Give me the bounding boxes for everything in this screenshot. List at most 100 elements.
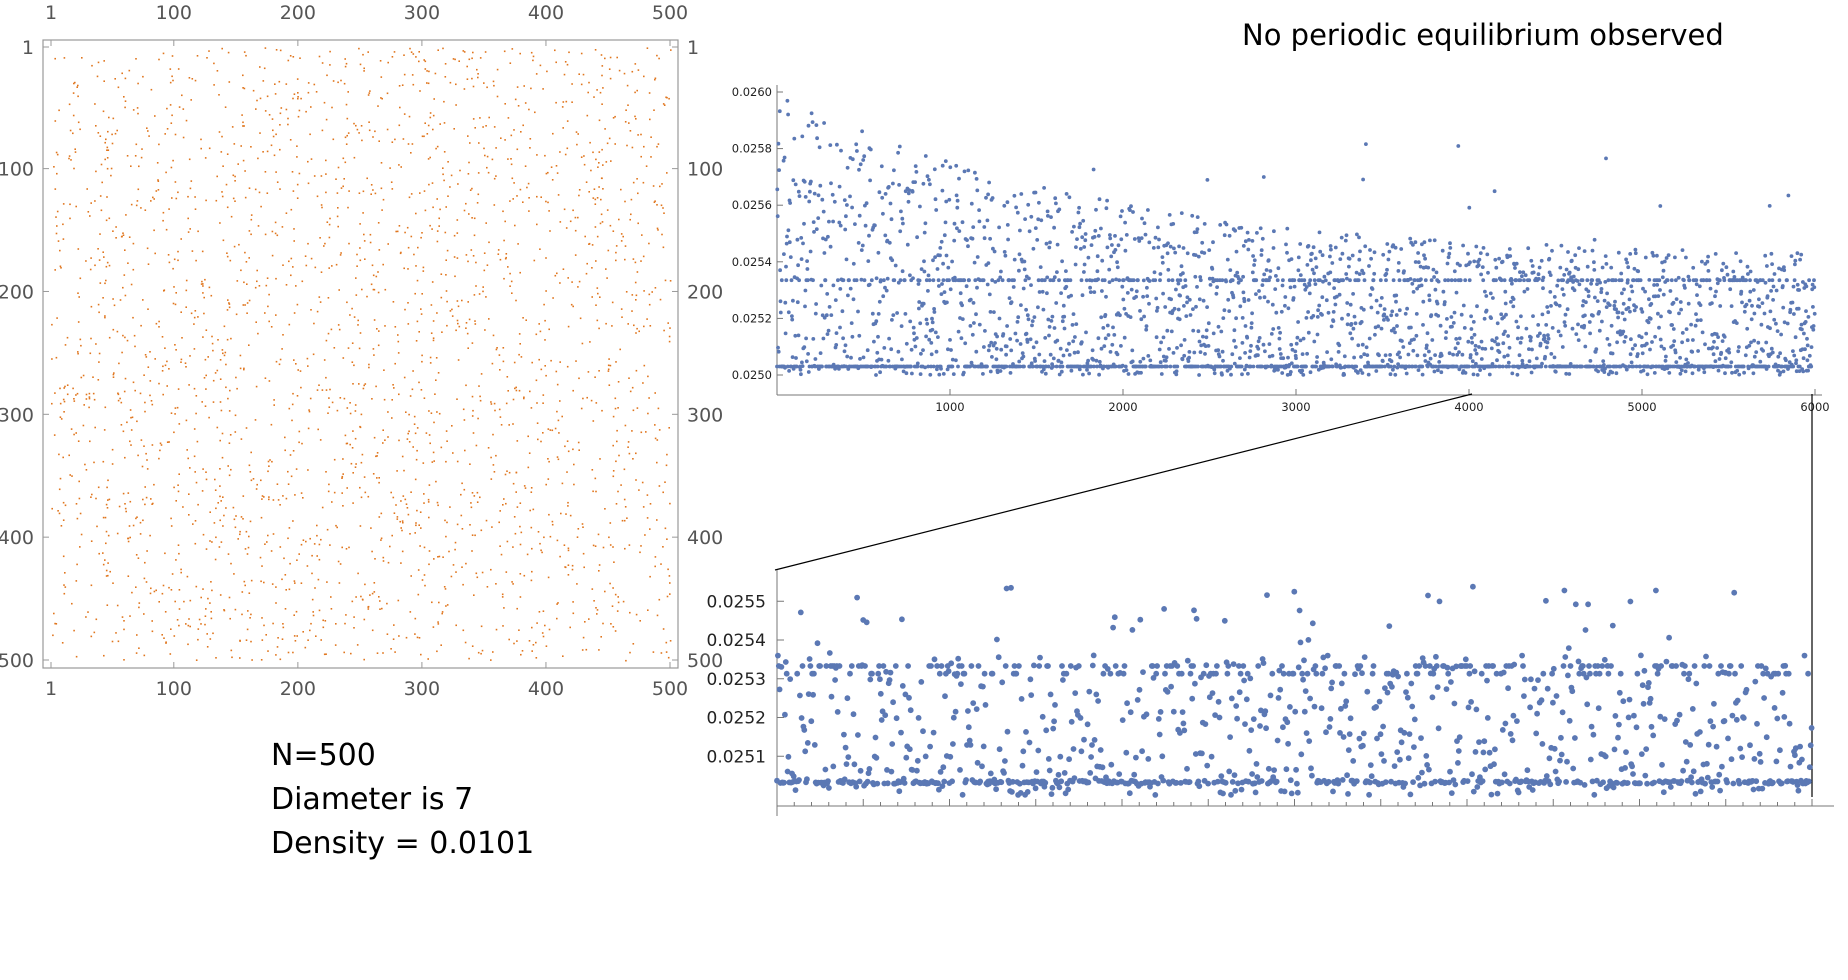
upper-point [1270, 302, 1275, 307]
lattice-point [268, 293, 270, 296]
lattice-point [284, 574, 287, 576]
lattice-point [220, 500, 222, 502]
lattice-point [613, 561, 615, 563]
lattice-point [556, 456, 559, 458]
lattice-point [596, 89, 598, 91]
lattice-point [617, 407, 619, 409]
lattice-point [600, 177, 603, 179]
upper-point [1052, 326, 1057, 330]
lattice-point [368, 366, 370, 369]
upper-point [801, 241, 805, 246]
lattice-point [202, 292, 204, 294]
lattice-point [609, 582, 611, 585]
upper-point [1488, 291, 1493, 296]
lattice-point [612, 626, 615, 628]
lattice-point [260, 479, 262, 482]
lattice-point [494, 409, 496, 412]
lattice-point [239, 533, 241, 536]
lattice-point [486, 264, 489, 266]
upper-point [859, 277, 864, 282]
upper-point [1228, 268, 1233, 272]
lattice-y-tick-label-left: 1 [22, 37, 34, 59]
upper-point [1397, 278, 1402, 283]
upper-point [1211, 331, 1216, 336]
lattice-point [376, 455, 378, 457]
lattice-y-tick-label-left: 500 [0, 650, 34, 672]
lattice-point [164, 133, 166, 135]
lattice-point [140, 207, 142, 209]
lattice-point [403, 54, 405, 56]
upper-point [1227, 309, 1232, 313]
lattice-point [614, 407, 617, 410]
lattice-point [137, 557, 140, 559]
upper-point [1123, 248, 1128, 253]
upper-point [1108, 350, 1113, 354]
upper-point [1201, 334, 1205, 339]
upper-point [1370, 287, 1375, 291]
upper-point [1183, 278, 1188, 283]
lattice-point [245, 427, 248, 429]
lattice-point [247, 546, 250, 549]
upper-point [964, 284, 969, 289]
lattice-point [311, 598, 314, 601]
lattice-point [403, 469, 405, 472]
upper-point [1476, 263, 1481, 268]
upper-point [1564, 267, 1569, 272]
upper-point [1313, 282, 1318, 286]
upper-point [946, 347, 950, 352]
upper-point [1521, 270, 1526, 275]
lattice-point [172, 302, 175, 305]
lattice-point [487, 447, 490, 449]
lattice-point [389, 545, 391, 548]
upper-point [1121, 278, 1126, 283]
lattice-point [144, 401, 146, 404]
upper-point [1262, 295, 1267, 300]
upper-point [922, 269, 927, 274]
upper-point [1435, 301, 1440, 306]
lattice-point [220, 541, 223, 543]
upper-point [777, 168, 781, 173]
lattice-point [416, 636, 419, 639]
lattice-point [580, 52, 583, 55]
lattice-x-tick-label-bottom: 500 [652, 678, 688, 700]
lattice-y-tick-label-right: 400 [687, 527, 723, 549]
lattice-point [466, 65, 468, 68]
lattice-point [614, 115, 616, 118]
lattice-point [483, 82, 485, 84]
lattice-point [347, 206, 349, 209]
upper-point [1397, 308, 1402, 313]
upper-point [1340, 316, 1344, 321]
lattice-point [216, 70, 219, 72]
upper-point [1418, 264, 1423, 269]
upper-point [1361, 271, 1366, 276]
upper-point [994, 357, 999, 362]
lattice-point [456, 398, 458, 400]
lattice-point [335, 263, 338, 266]
lattice-point [158, 320, 160, 323]
upper-point [1250, 270, 1255, 275]
lattice-point [170, 517, 172, 520]
lattice-point [518, 389, 521, 392]
lattice-point [175, 500, 177, 502]
upper-point [1031, 345, 1036, 350]
upper-point [1502, 278, 1507, 283]
lattice-point [193, 428, 196, 430]
lattice-point [54, 120, 57, 122]
lattice-point [602, 188, 604, 190]
lattice-point [335, 178, 337, 180]
lattice-point [143, 654, 146, 657]
upper-point [946, 265, 951, 270]
upper-points [775, 98, 1817, 377]
lattice-point [455, 571, 457, 573]
upper-point [1158, 278, 1162, 283]
upper-point [813, 311, 818, 316]
upper-point [1469, 335, 1474, 340]
upper-point [1277, 347, 1282, 351]
lattice-point [345, 548, 348, 550]
lattice-point [464, 449, 466, 452]
upper-point [921, 181, 926, 186]
lattice-point [539, 248, 541, 250]
lattice-point [663, 212, 665, 214]
upper-point [787, 369, 791, 373]
lattice-point [555, 101, 557, 104]
